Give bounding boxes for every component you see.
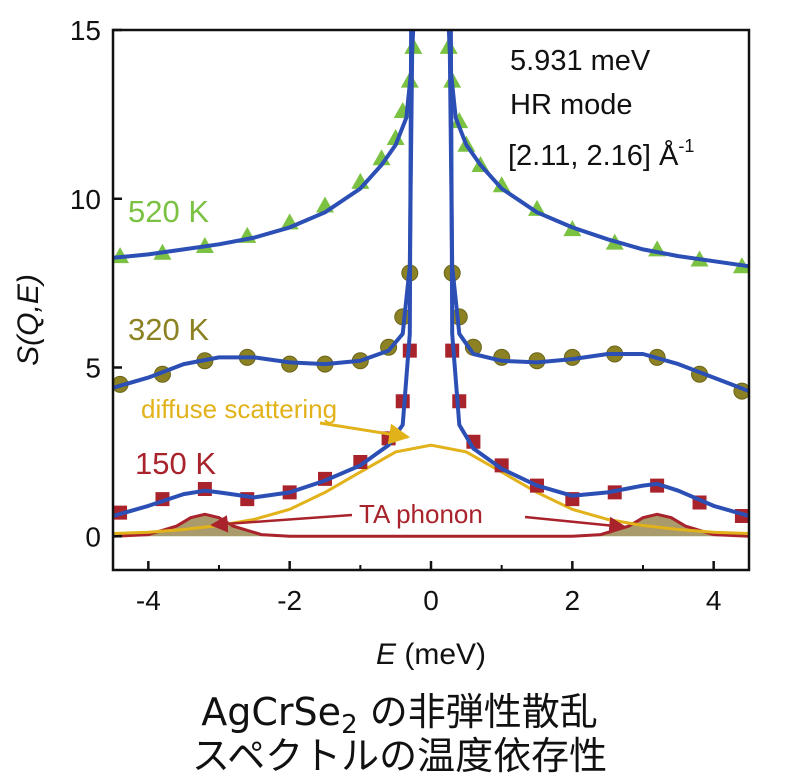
caption-title: の非弾性散乱 [357, 690, 598, 734]
x-axis: -4 -2 0 2 4 [136, 561, 722, 616]
caption-formula-subscript: 2 [341, 710, 358, 740]
annotation-ta-phonon: TA phonon [359, 499, 483, 529]
series-label-520k: 520 K [128, 194, 209, 229]
annotation-energy: 5.931 meV [510, 45, 651, 77]
ta-phonon-arrow-right [524, 515, 627, 535]
y-tick-label: 10 [70, 184, 101, 215]
data-point-520k-14 [450, 112, 469, 129]
y-tick-label: 15 [70, 15, 101, 46]
caption-line-2: スペクトルの温度依存性 [191, 734, 608, 778]
chart: -4 -2 0 2 4 0 5 10 15 S(Q,E) E (meV) 520 K 320 … [12, 15, 751, 671]
y-axis: 0 5 10 15 [70, 15, 122, 552]
x-tick-label: -2 [277, 585, 302, 616]
annotation-q-range: [2.11, 2.16] Å-1 [508, 136, 694, 172]
caption-formula: AgCrSe [201, 690, 342, 734]
x-tick-label: 4 [706, 585, 722, 616]
y-axis-label: S(Q,E) [12, 274, 45, 366]
x-tick-label: -4 [136, 585, 161, 616]
x-axis-label-variable: E [376, 638, 397, 671]
ta-phonon-layer [113, 512, 749, 538]
fit-line-0 [113, 30, 749, 269]
x-tick-label: 2 [565, 585, 581, 616]
fit-lines-layer [113, 30, 749, 518]
diffuse-arrow [319, 421, 411, 445]
annotation-diffuse-scattering: diffuse scattering [141, 394, 337, 424]
y-tick-label: 5 [85, 353, 101, 384]
fit-line-1 [113, 30, 749, 393]
x-axis-label: E (meV) [376, 638, 486, 671]
y-tick-label: 0 [85, 521, 101, 552]
annotation-q-range-text: [2.11, 2.16] Å [508, 139, 679, 172]
ta-phonon-fill [113, 514, 749, 537]
data-point-520k-8 [386, 129, 405, 145]
ta-phonon-arrow-left [210, 513, 353, 533]
x-axis-label-unit: (meV) [396, 638, 486, 671]
annotation-q-exponent: -1 [678, 136, 694, 156]
caption-line-1: AgCrSe2 の非弾性散乱 [0, 690, 799, 747]
fit-line-2 [113, 30, 749, 518]
ta-phonon-curve [113, 512, 749, 538]
series-label-150k: 150 K [135, 446, 216, 481]
series-label-320k: 320 K [128, 312, 209, 347]
x-tick-label: 0 [423, 585, 439, 616]
data-point-520k-17 [492, 176, 511, 193]
data-point-520k-18 [528, 199, 546, 216]
annotation-mode: HR mode [510, 89, 633, 121]
